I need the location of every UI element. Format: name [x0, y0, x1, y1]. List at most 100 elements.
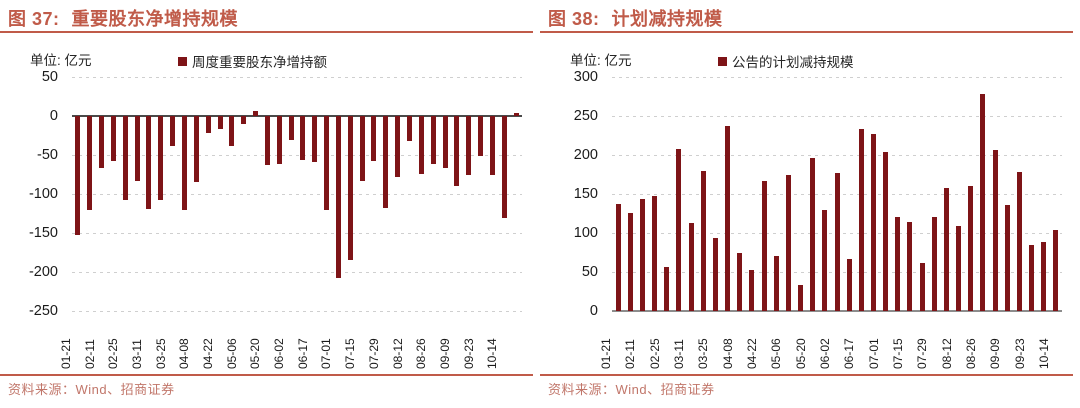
bar — [170, 116, 176, 147]
bar — [99, 116, 105, 168]
gridline — [72, 233, 522, 234]
bar — [193, 116, 199, 183]
x-axis-tick-label: 04-08 — [177, 338, 192, 369]
bar — [834, 172, 840, 311]
bar — [992, 149, 998, 311]
y-axis-tick-label: 50 — [41, 69, 58, 85]
x-axis-tick-label: 09-23 — [461, 338, 476, 369]
x-axis-tick-label: 08-12 — [390, 338, 405, 369]
bar — [712, 237, 718, 311]
bar — [276, 116, 282, 165]
bar — [676, 148, 682, 311]
footer-rule — [0, 374, 533, 376]
zero-axis-line — [612, 310, 1062, 312]
legend-label: 周度重要股东净增持额 — [192, 55, 327, 70]
bar — [700, 171, 706, 311]
bar — [158, 116, 164, 200]
bar — [1029, 244, 1035, 311]
bar — [312, 116, 318, 162]
x-axis-tick-label: 07-01 — [319, 338, 334, 369]
gridline — [72, 77, 522, 78]
figure-37-title: 图 37: 重要股东净增持规模 — [8, 5, 238, 31]
y-axis-tick-label: 0 — [49, 108, 58, 124]
bar — [229, 116, 235, 147]
bar — [956, 226, 962, 311]
bar — [241, 116, 247, 124]
x-axis-tick-label: 06-17 — [295, 338, 310, 369]
x-axis-tick-label: 09-09 — [988, 338, 1003, 369]
bar — [785, 175, 791, 311]
x-axis-tick-label: 08-26 — [963, 338, 978, 369]
x-axis-tick-label: 06-02 — [272, 338, 287, 369]
x-axis-tick-label: 10-14 — [1036, 338, 1051, 369]
legend-label: 公告的计划减持规模 — [732, 55, 854, 70]
bar — [931, 216, 937, 311]
source-note: 资料来源：Wind、招商证券 — [8, 382, 175, 397]
gridline — [72, 155, 522, 156]
x-axis-tick-label: 02-25 — [647, 338, 662, 369]
x-axis-tick-label: 01-21 — [599, 338, 614, 369]
y-axis-tick-label: -100 — [28, 186, 58, 202]
x-axis-tick-label: 03-25 — [696, 338, 711, 369]
bar — [134, 116, 140, 181]
legend: 公告的计划减持规模 — [718, 51, 854, 71]
bar — [122, 116, 128, 200]
y-axis-tick-label: -250 — [28, 303, 58, 319]
bar — [749, 269, 755, 311]
bar — [1016, 172, 1022, 311]
bar — [407, 116, 412, 141]
bar — [359, 116, 365, 181]
bar — [627, 212, 633, 311]
y-axis-tick-label: 50 — [581, 264, 598, 280]
bar — [347, 116, 353, 261]
x-axis-tick-label: 04-22 — [745, 338, 760, 369]
legend-swatch-icon — [178, 56, 187, 66]
x-axis-tick-label: 02-11 — [623, 339, 638, 369]
bar — [182, 116, 187, 210]
figure-38-title-text: 计划减持规模 — [611, 9, 723, 29]
bar — [478, 116, 484, 156]
bar — [489, 116, 495, 176]
bar — [688, 222, 694, 311]
bar — [442, 116, 448, 168]
gridline — [72, 272, 522, 273]
y-axis-tick-label: 100 — [573, 225, 598, 241]
bar — [324, 116, 330, 210]
figure-38-title: 图 38: 计划减持规模 — [548, 5, 723, 31]
x-axis-tick-label: 02-11 — [82, 339, 97, 369]
x-axis-tick-label: 04-22 — [201, 338, 216, 369]
bar — [87, 116, 93, 211]
bar — [907, 222, 913, 311]
gridline — [72, 194, 522, 195]
gridline — [612, 155, 1062, 156]
x-axis-tick-label: 09-23 — [1012, 338, 1027, 369]
bar — [288, 116, 294, 141]
bar — [664, 267, 670, 311]
bar — [146, 116, 152, 209]
x-axis-tick-label: 05-06 — [224, 338, 239, 369]
bar — [110, 116, 116, 162]
bar — [75, 116, 81, 235]
x-axis-tick-label: 03-25 — [153, 338, 168, 369]
bar — [1053, 229, 1059, 311]
bar — [943, 187, 949, 311]
bar — [761, 180, 767, 311]
bar — [383, 116, 389, 208]
figure-38-panel: 图 38: 计划减持规模 单位: 亿元 公告的计划减持规模 300 250 200 15… — [540, 0, 1080, 408]
x-axis-tick-label: 04-08 — [720, 338, 735, 369]
y-axis-tick-label: 250 — [573, 108, 598, 124]
y-axis-tick-label: 150 — [573, 186, 598, 202]
bar — [773, 255, 779, 311]
figure-38-number: 图 38: — [548, 9, 600, 29]
x-axis-tick-label: 08-12 — [939, 338, 954, 369]
bar — [652, 196, 658, 311]
bar — [895, 217, 901, 311]
x-axis-tick-label: 09-09 — [437, 338, 452, 369]
x-axis-tick-label: 03-11 — [129, 339, 144, 369]
bar — [371, 116, 377, 161]
x-axis-tick-label: 05-06 — [769, 338, 784, 369]
bar — [217, 116, 223, 129]
figure-37-title-text: 重要股东净增持规模 — [71, 9, 239, 29]
bar — [205, 116, 211, 134]
